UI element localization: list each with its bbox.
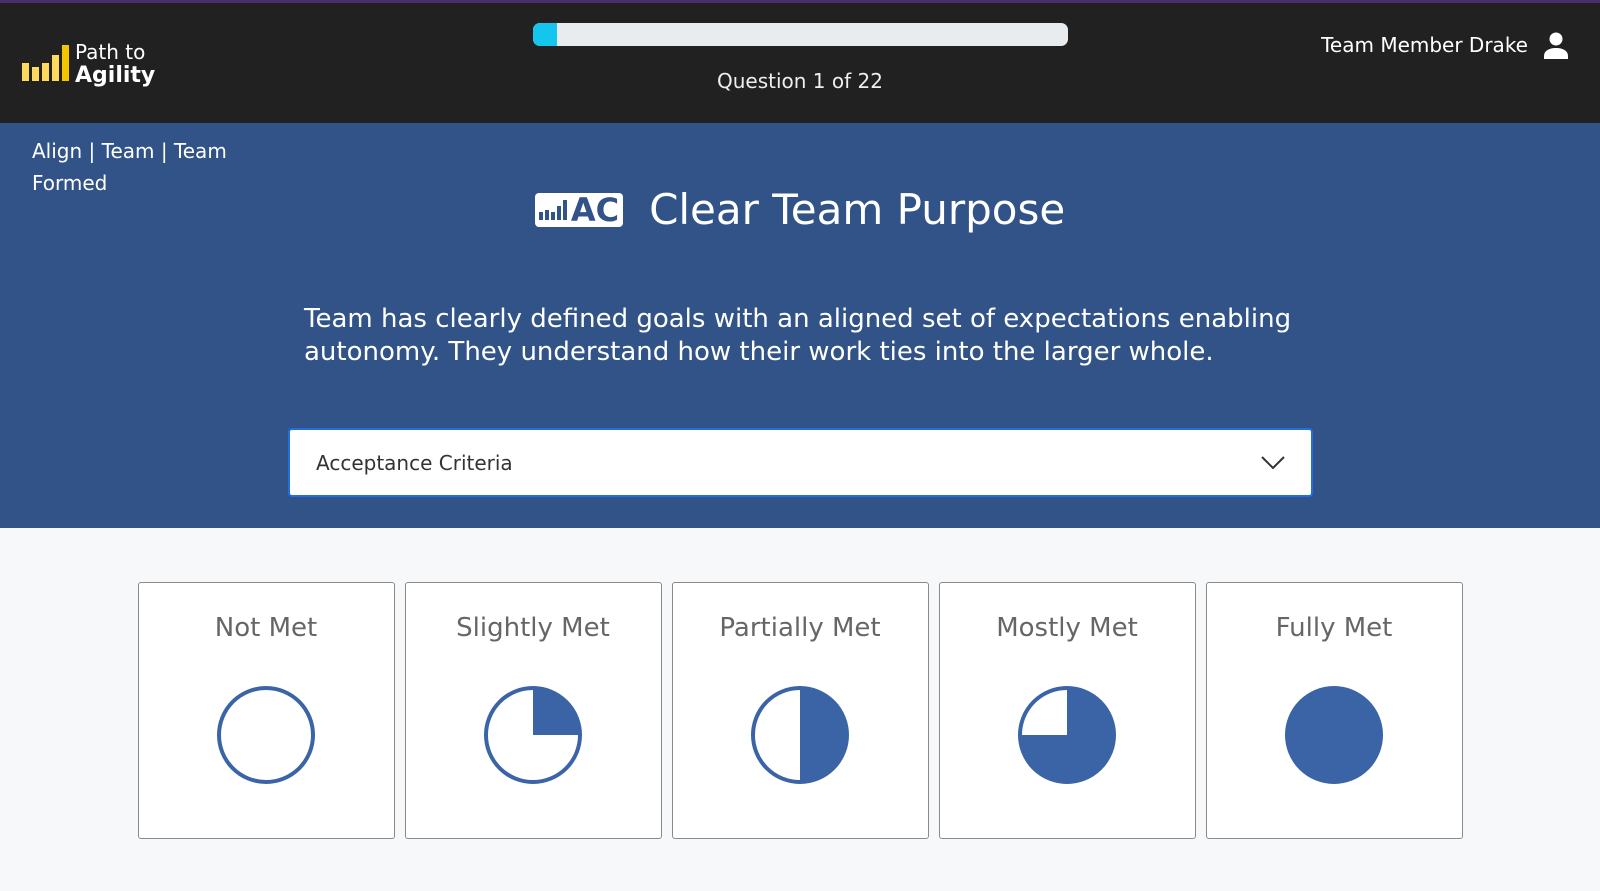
option-label: Mostly Met bbox=[996, 613, 1138, 643]
bar-chart-icon bbox=[538, 199, 567, 220]
user-icon bbox=[1544, 32, 1568, 59]
dropdown-value: Acceptance Criteria bbox=[316, 450, 513, 475]
rating-option-mostly-met[interactable]: Mostly Met bbox=[938, 582, 1196, 839]
user-name: Team Member Drake bbox=[1321, 33, 1528, 57]
rating-option-fully-met[interactable]: Fully Met bbox=[1205, 582, 1463, 839]
category-badge: AC bbox=[534, 190, 624, 229]
progress-bar bbox=[533, 23, 1068, 46]
logo-line2: Agility bbox=[75, 63, 156, 88]
question-banner: Align | Team | Team Formed AC Clear Team… bbox=[0, 123, 1600, 528]
chevron-down-icon bbox=[1261, 455, 1285, 469]
user-menu[interactable]: Team Member Drake bbox=[1321, 31, 1570, 59]
bar-chart-icon bbox=[22, 43, 69, 81]
breadcrumb: Align | Team | Team Formed bbox=[32, 139, 227, 195]
criteria-dropdown[interactable]: Acceptance Criteria bbox=[288, 428, 1313, 497]
logo-line1: Path to bbox=[75, 40, 146, 64]
page-title: Clear Team Purpose bbox=[649, 185, 1066, 234]
option-label: Slightly Met bbox=[456, 613, 610, 643]
path-to-agility-logo[interactable]: Path to Agility bbox=[22, 41, 155, 87]
harvey-ball-icon bbox=[217, 686, 315, 784]
option-label: Fully Met bbox=[1275, 613, 1393, 643]
question-description: Team has clearly defined goals with an a… bbox=[304, 304, 1292, 367]
harvey-ball-icon bbox=[751, 686, 849, 784]
top-bar: Path to Agility Question 1 of 22 Team Mem… bbox=[0, 0, 1600, 123]
progress-fill bbox=[533, 23, 558, 46]
harvey-ball-icon bbox=[484, 686, 582, 784]
rating-option-not-met[interactable]: Not Met bbox=[137, 582, 395, 839]
rating-options: Not Met Slightly Met Partially Met Mostly M… bbox=[0, 582, 1600, 839]
harvey-ball-icon bbox=[1018, 686, 1116, 784]
rating-option-partially-met[interactable]: Partially Met bbox=[671, 582, 929, 839]
badge-text: AC bbox=[570, 190, 620, 229]
option-label: Partially Met bbox=[719, 613, 881, 643]
rating-option-slightly-met[interactable]: Slightly Met bbox=[404, 582, 662, 839]
harvey-ball-icon bbox=[1285, 686, 1383, 784]
question-counter: Question 1 of 22 bbox=[717, 69, 883, 93]
option-label: Not Met bbox=[214, 613, 318, 643]
